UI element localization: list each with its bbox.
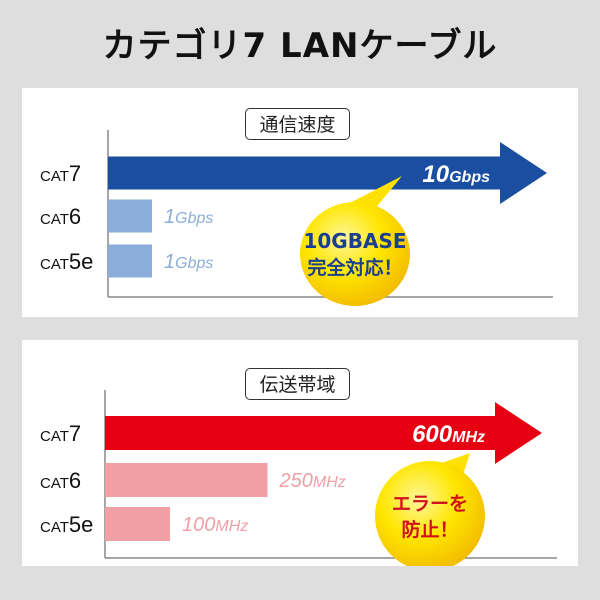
callout-bubble <box>300 202 410 306</box>
bar-arrow-CAT7 <box>105 402 542 464</box>
bar-CAT6 <box>105 463 268 497</box>
bar-arrow-CAT7 <box>108 142 547 204</box>
value-label: 100MHz <box>182 514 248 536</box>
category-label: CAT7 <box>40 161 81 186</box>
callout-tail <box>340 176 402 210</box>
speed-chart: CAT7 10Gbps CAT6 1Gbps CAT5e 1Gbps 10GBASE 完全対応… <box>40 130 553 306</box>
speed-chart-panel: 通信速度 CAT7 10Gbps CAT6 1Gbps CAT5e 1Gbps 10GBAS… <box>22 88 578 317</box>
value-label: 1Gbps <box>164 251 213 273</box>
callout-bubble <box>375 461 485 566</box>
callout-text: 防止！ <box>401 518 458 541</box>
bar-CAT5e <box>108 244 152 278</box>
category-label: CAT7 <box>40 421 81 446</box>
category-label: CAT6 <box>40 204 81 229</box>
value-label: 10Gbps <box>422 161 490 188</box>
value-label: 1Gbps <box>164 206 213 228</box>
category-label: CAT5e <box>40 512 93 537</box>
chart-title-box: 通信速度 <box>245 108 350 140</box>
value-label: 600MHz <box>412 421 485 448</box>
chart-title-box: 伝送帯域 <box>245 368 350 400</box>
bar-CAT6 <box>108 199 152 233</box>
callout-text: 10GBASE <box>303 229 406 253</box>
value-label: 250MHz <box>279 470 346 492</box>
page-title: カテゴリ7 LANケーブル <box>102 26 498 66</box>
callout-text: 完全対応！ <box>307 256 402 279</box>
category-label: CAT5e <box>40 249 93 274</box>
bandwidth-chart-panel: 伝送帯域 CAT7 600MHz CAT6 250MHz CAT5e 100MHz エラーを… <box>22 340 578 566</box>
bar-CAT5e <box>105 507 170 541</box>
category-label: CAT6 <box>40 468 81 493</box>
callout-text: エラーを <box>392 493 468 515</box>
